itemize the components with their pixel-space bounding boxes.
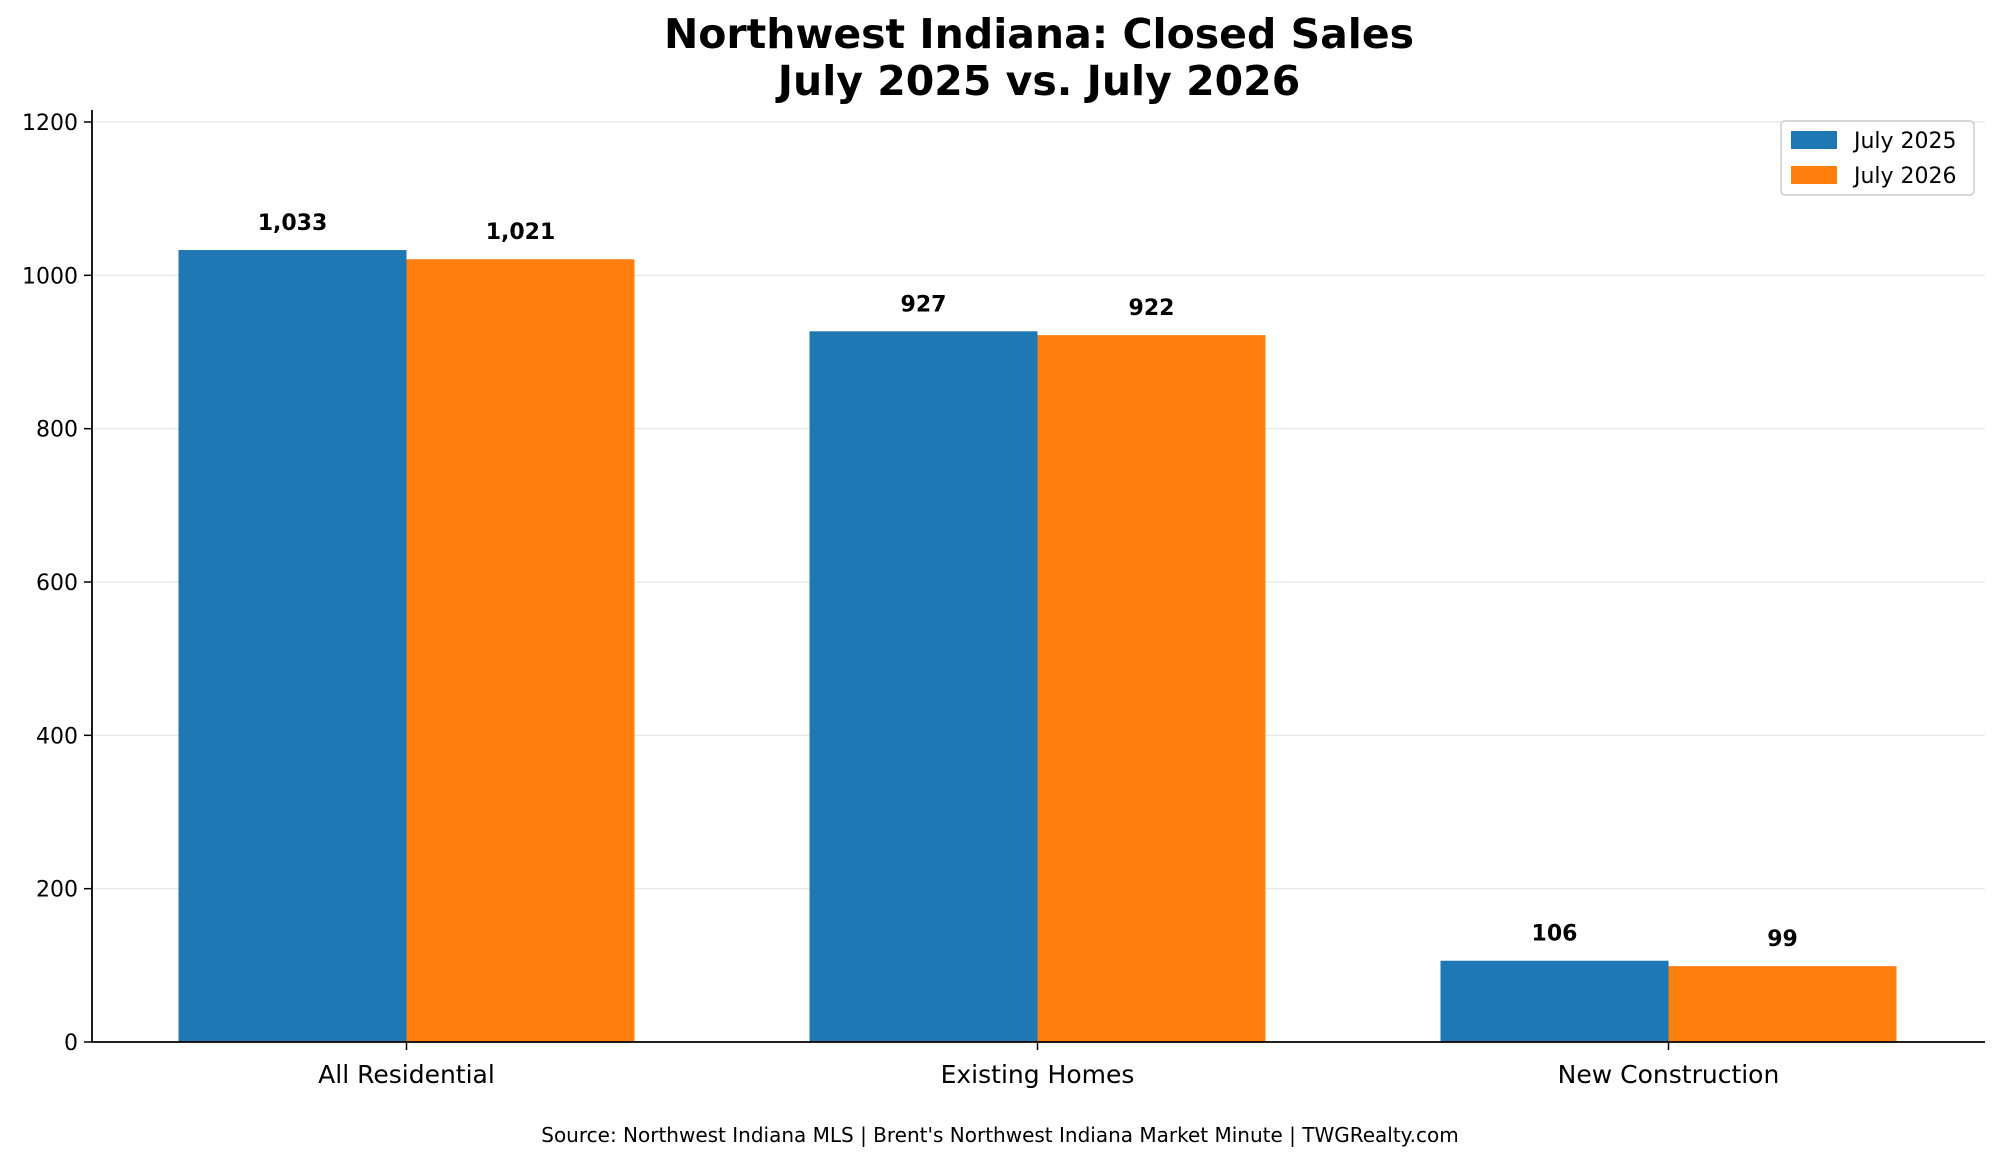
y-tick-label: 1200 <box>22 111 78 136</box>
chart-title-line1: Northwest Indiana: Closed Sales <box>664 10 1414 58</box>
bar-value-label: 922 <box>1129 296 1175 321</box>
x-tick-label: New Construction <box>1558 1060 1780 1089</box>
bars <box>178 250 1897 1043</box>
bar-value-label: 99 <box>1767 927 1798 952</box>
bar-value-label: 927 <box>901 292 947 317</box>
y-tick-label: 800 <box>36 418 78 443</box>
bar-july-2025 <box>1440 960 1669 1042</box>
bar-july-2025 <box>809 331 1038 1042</box>
y-tick-label: 0 <box>64 1031 78 1056</box>
x-tick-label: Existing Homes <box>941 1060 1135 1089</box>
bar-july-2026 <box>1668 966 1897 1042</box>
legend: July 2025 July 2026 <box>1780 120 1975 196</box>
legend-swatch <box>1791 131 1837 149</box>
y-tick-label: 1000 <box>22 264 78 289</box>
bar-value-label: 1,021 <box>486 220 556 245</box>
data-labels: 1,033 1,021 927 922 106 99 <box>258 211 1798 952</box>
y-tick-label: 400 <box>36 724 78 749</box>
axes: 0 200 400 600 800 1000 1200 All Residential Exis… <box>22 110 1985 1089</box>
legend-label: July 2026 <box>1852 164 1957 189</box>
bar-july-2026 <box>1037 335 1266 1043</box>
bar-value-label: 106 <box>1532 922 1578 947</box>
x-tick-label: All Residential <box>318 1060 495 1089</box>
legend-swatch <box>1791 166 1837 184</box>
bar-value-label: 1,033 <box>258 211 328 236</box>
y-tick-label: 200 <box>36 878 78 903</box>
bar-july-2026 <box>406 259 635 1042</box>
bar-july-2025 <box>178 250 407 1043</box>
chart-title-line2: July 2025 vs. July 2026 <box>775 57 1300 105</box>
legend-label: July 2025 <box>1852 129 1957 154</box>
source-caption: Source: Northwest Indiana MLS | Brent's … <box>541 1123 1459 1147</box>
y-tick-label: 600 <box>36 571 78 596</box>
